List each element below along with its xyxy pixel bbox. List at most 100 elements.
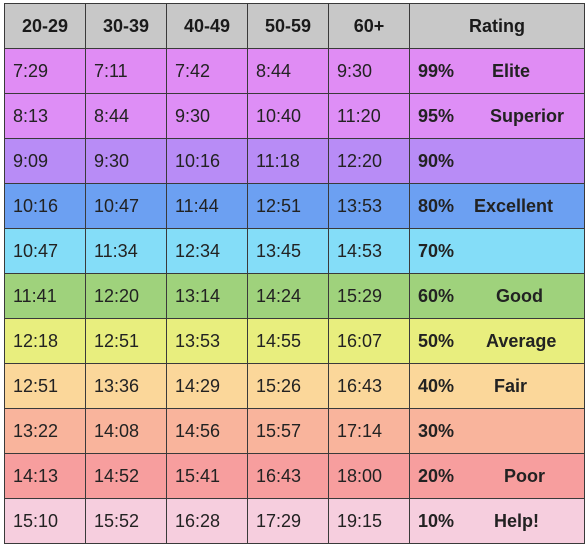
header-age-50-59: 50-59 — [247, 3, 329, 49]
time-cell: 8:13 — [4, 93, 86, 139]
rating-label: Poor — [504, 465, 546, 486]
rating-label: Superior — [490, 105, 565, 126]
time-cell: 14:56 — [166, 408, 248, 454]
time-cell: 9:30 — [85, 138, 167, 184]
time-cell: 12:51 — [247, 183, 329, 229]
time-cell: 12:20 — [85, 273, 167, 319]
time-cell: 9:30 — [166, 93, 248, 139]
rating-cell: 60% Good — [409, 273, 585, 319]
table-row: 8:13 8:44 9:30 10:40 11:20 95% Superior — [4, 93, 585, 139]
header-age-60-plus: 60+ — [328, 3, 410, 49]
time-cell: 14:52 — [85, 453, 167, 499]
rating-table-container: 20-29 30-39 40-49 50-59 60+ Rating 7:29 7… — [4, 3, 585, 544]
time-cell: 16:07 — [328, 318, 410, 364]
time-cell: 9:30 — [328, 48, 410, 94]
rating-label: Help! — [494, 510, 539, 531]
table-row: 15:10 15:52 16:28 17:29 19:15 10% Help! — [4, 498, 585, 544]
time-cell: 8:44 — [85, 93, 167, 139]
time-cell: 10:47 — [4, 228, 86, 274]
rating-percentile: 20% — [418, 465, 455, 486]
table-body: 7:29 7:11 7:42 8:44 9:30 99% Elite 8:13 8:44 9:30… — [4, 48, 585, 544]
time-cell: 18:00 — [328, 453, 410, 499]
rating-percentile: 80% — [418, 195, 455, 216]
time-cell: 11:34 — [85, 228, 167, 274]
time-cell: 13:53 — [166, 318, 248, 364]
time-cell: 13:36 — [85, 363, 167, 409]
time-cell: 11:41 — [4, 273, 86, 319]
time-cell: 19:15 — [328, 498, 410, 544]
time-cell: 14:13 — [4, 453, 86, 499]
time-cell: 7:42 — [166, 48, 248, 94]
rating-cell: 40% Fair — [409, 363, 585, 409]
table-row: 12:51 13:36 14:29 15:26 16:43 40% Fair — [4, 363, 585, 409]
time-cell: 13:45 — [247, 228, 329, 274]
time-cell: 15:52 — [85, 498, 167, 544]
time-cell: 10:40 — [247, 93, 329, 139]
time-cell: 7:29 — [4, 48, 86, 94]
table-row: 10:47 11:34 12:34 13:45 14:53 70% — [4, 228, 585, 274]
time-cell: 8:44 — [247, 48, 329, 94]
rating-cell: 30% — [409, 408, 585, 454]
rating-cell: 90% — [409, 138, 585, 184]
time-cell: 17:29 — [247, 498, 329, 544]
rating-label: Elite — [492, 60, 531, 81]
rating-label: Excellent — [474, 195, 554, 216]
rating-percentile: 95% — [418, 105, 455, 126]
rating-cell: 50% Average — [409, 318, 585, 364]
table-row: 10:16 10:47 11:44 12:51 13:53 80% Excellent — [4, 183, 585, 229]
time-cell: 16:43 — [247, 453, 329, 499]
rating-cell: 10% Help! — [409, 498, 585, 544]
time-cell: 11:20 — [328, 93, 410, 139]
rating-percentile: 60% — [418, 285, 455, 306]
table-row: 7:29 7:11 7:42 8:44 9:30 99% Elite — [4, 48, 585, 94]
rating-cell: 70% — [409, 228, 585, 274]
header-age-40-49: 40-49 — [166, 3, 248, 49]
time-cell: 9:09 — [4, 138, 86, 184]
rating-percentile: 40% — [418, 375, 455, 396]
rating-percentile: 90% — [418, 150, 455, 171]
header-rating: Rating — [409, 3, 585, 49]
table-row: 12:18 12:51 13:53 14:55 16:07 50% Average — [4, 318, 585, 364]
time-cell: 14:29 — [166, 363, 248, 409]
time-cell: 13:53 — [328, 183, 410, 229]
time-cell: 15:57 — [247, 408, 329, 454]
rating-label: Good — [496, 285, 543, 306]
rating-cell: 80% Excellent — [409, 183, 585, 229]
table-row: 14:13 14:52 15:41 16:43 18:00 20% Poor — [4, 453, 585, 499]
time-cell: 16:28 — [166, 498, 248, 544]
time-cell: 12:51 — [4, 363, 86, 409]
header-row: 20-29 30-39 40-49 50-59 60+ Rating — [4, 3, 585, 49]
time-cell: 10:47 — [85, 183, 167, 229]
rating-cell: 99% Elite — [409, 48, 585, 94]
time-cell: 11:44 — [166, 183, 248, 229]
rating-percentile: 99% — [418, 60, 455, 81]
table-row: 13:22 14:08 14:56 15:57 17:14 30% — [4, 408, 585, 454]
rating-percentile: 50% — [418, 330, 455, 351]
table-row: 9:09 9:30 10:16 11:18 12:20 90% — [4, 138, 585, 184]
time-cell: 15:26 — [247, 363, 329, 409]
header-age-30-39: 30-39 — [85, 3, 167, 49]
rating-table: 20-29 30-39 40-49 50-59 60+ Rating 7:29 7… — [4, 3, 585, 544]
time-cell: 13:22 — [4, 408, 86, 454]
time-cell: 12:51 — [85, 318, 167, 364]
time-cell: 15:10 — [4, 498, 86, 544]
time-cell: 10:16 — [166, 138, 248, 184]
rating-percentile: 70% — [418, 240, 455, 261]
time-cell: 15:29 — [328, 273, 410, 319]
rating-percentile: 10% — [418, 510, 455, 531]
time-cell: 11:18 — [247, 138, 329, 184]
rating-cell: 95% Superior — [409, 93, 585, 139]
time-cell: 15:41 — [166, 453, 248, 499]
time-cell: 12:34 — [166, 228, 248, 274]
time-cell: 7:11 — [85, 48, 167, 94]
time-cell: 14:08 — [85, 408, 167, 454]
time-cell: 12:20 — [328, 138, 410, 184]
time-cell: 12:18 — [4, 318, 86, 364]
header-age-20-29: 20-29 — [4, 3, 86, 49]
time-cell: 10:16 — [4, 183, 86, 229]
rating-label: Average — [486, 330, 557, 351]
rating-cell: 20% Poor — [409, 453, 585, 499]
time-cell: 14:53 — [328, 228, 410, 274]
rating-label: Fair — [494, 375, 528, 396]
time-cell: 14:55 — [247, 318, 329, 364]
